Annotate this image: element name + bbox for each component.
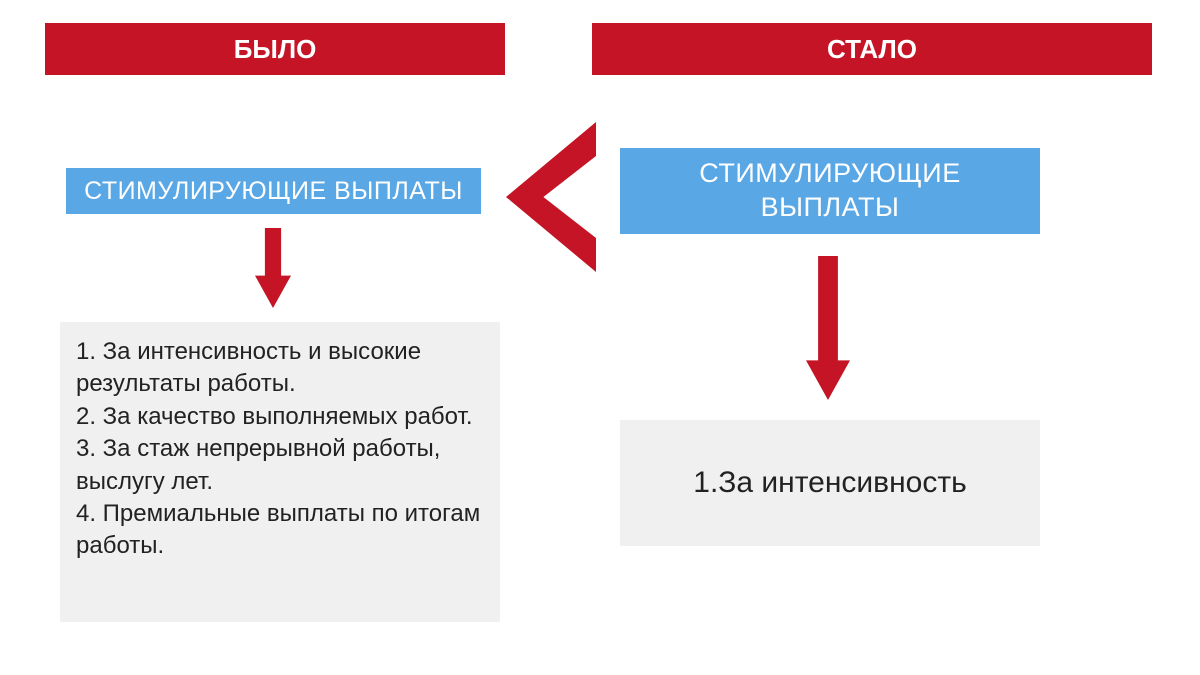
left-arrow-down-icon	[255, 228, 291, 308]
right-sub-text: СТИМУЛИРУЮЩИЕ ВЫПЛАТЫ	[630, 157, 1030, 225]
left-sub-bar: СТИМУЛИРУЮЩИЕ ВЫПЛАТЫ	[66, 168, 481, 214]
chevron-left-icon	[506, 122, 596, 272]
left-header: БЫЛО	[45, 23, 505, 75]
right-header: СТАЛО	[592, 23, 1152, 75]
left-header-text: БЫЛО	[234, 34, 317, 65]
right-header-text: СТАЛО	[827, 34, 917, 65]
right-content-text: 1.За интенсивность	[693, 463, 966, 504]
right-arrow-down-icon	[806, 256, 850, 400]
left-content-line: 4. Премиальные выплаты по итогам работы.	[76, 498, 484, 563]
left-sub-text: СТИМУЛИРУЮЩИЕ ВЫПЛАТЫ	[84, 177, 463, 206]
right-sub-bar: СТИМУЛИРУЮЩИЕ ВЫПЛАТЫ	[620, 148, 1040, 234]
left-content-line: 2. За качество выполняемых работ.	[76, 401, 484, 433]
left-content-line: 3. За стаж непрерывной работы, выслугу л…	[76, 433, 484, 498]
left-content-line: 1. За интенсивность и высокие результаты…	[76, 336, 484, 401]
left-content-box: 1. За интенсивность и высокие результаты…	[60, 322, 500, 622]
right-content-box: 1.За интенсивность	[620, 420, 1040, 546]
